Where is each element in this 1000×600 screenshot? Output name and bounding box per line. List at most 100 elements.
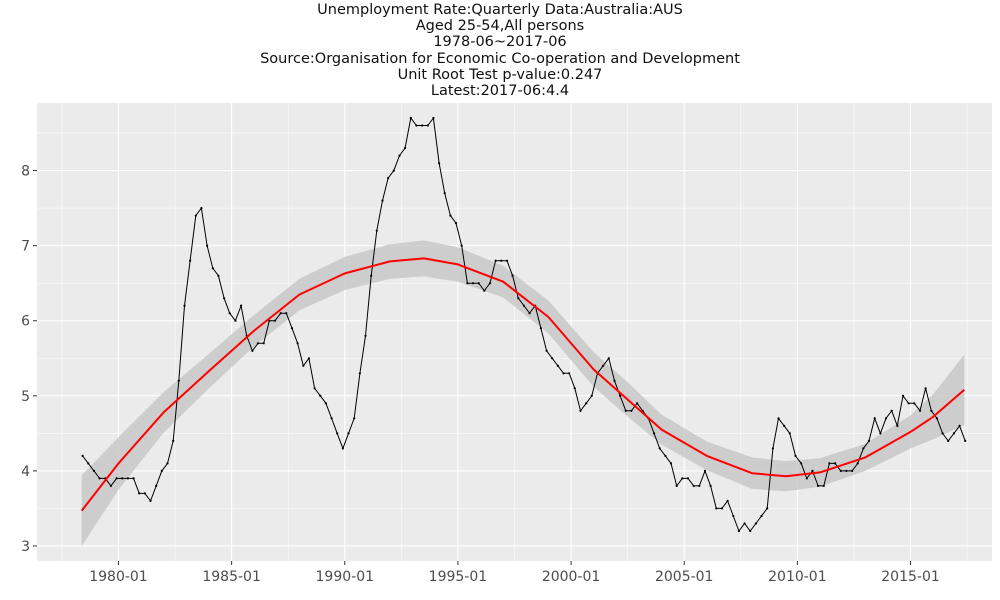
series-point: [913, 402, 916, 405]
x-tick-label: 1985-01: [202, 569, 261, 585]
series-point: [217, 274, 220, 277]
series-point: [579, 409, 582, 412]
series-point: [206, 244, 209, 247]
x-tick-label: 2000-01: [542, 569, 601, 585]
series-point: [856, 462, 859, 465]
series-point: [172, 439, 175, 442]
series-point: [896, 424, 899, 427]
series-point: [505, 259, 509, 262]
series-point: [98, 477, 101, 480]
series-point: [200, 207, 203, 210]
chart-subtitle-age-group: Aged 25-54,All persons: [415, 18, 585, 35]
series-point: [522, 304, 526, 307]
series-point: [443, 192, 446, 195]
series-point: [766, 507, 769, 510]
series-point: [421, 124, 424, 127]
series-point: [449, 214, 452, 217]
series-point: [313, 387, 316, 390]
series-point: [302, 364, 305, 367]
series-point: [890, 409, 893, 412]
series-point: [160, 469, 163, 472]
series-point: [958, 424, 961, 427]
series-point: [177, 379, 180, 382]
series-point: [330, 417, 333, 420]
x-tick-label: 1980-01: [89, 569, 148, 585]
trend-line: [80, 257, 965, 512]
series-point: [811, 469, 814, 472]
series-point: [794, 454, 797, 457]
series-point: [675, 484, 678, 487]
series-point: [511, 274, 514, 277]
x-axis: 1980-01 1985-01 1990-01 1995-01 2000-01 2005-…: [89, 561, 940, 585]
series-point: [817, 484, 820, 487]
series-point: [879, 432, 882, 435]
series-point: [556, 364, 560, 367]
series-point: [319, 394, 322, 397]
series-point: [273, 319, 277, 322]
series-point: [619, 394, 622, 397]
series-point: [686, 477, 690, 480]
series-point: [545, 349, 548, 352]
chart-subtitle-latest: Latest:2017-06:4.4: [430, 83, 570, 100]
series-point: [324, 402, 327, 405]
y-tick-label: 6: [21, 314, 30, 330]
series-point: [364, 334, 367, 337]
series-point: [460, 244, 463, 247]
series-point: [624, 409, 627, 412]
series-point: [941, 432, 944, 435]
series-point: [155, 484, 158, 487]
series-point: [834, 462, 837, 465]
series-point: [607, 357, 610, 360]
series-point: [935, 417, 939, 420]
series-point: [138, 492, 141, 495]
series-point: [126, 477, 129, 480]
series-point: [669, 462, 673, 465]
series-point: [251, 349, 254, 352]
series-point: [109, 484, 112, 487]
series-point: [851, 469, 854, 472]
series-point: [568, 372, 571, 375]
series-point: [783, 424, 786, 427]
series-point: [737, 529, 741, 533]
series-point: [777, 417, 780, 420]
series-point: [805, 477, 808, 480]
series-point: [664, 454, 667, 457]
series-point: [438, 162, 441, 165]
chart-subtitle-source: Source:Organisation for Economic Co-oper…: [260, 50, 740, 67]
series-point: [952, 432, 956, 435]
series-point: [873, 417, 876, 420]
series-point: [432, 116, 435, 120]
series-point: [149, 499, 152, 502]
series-point: [404, 146, 407, 150]
series-point: [115, 477, 118, 480]
chart-subtitle-unit-root-test: Unit Root Test p-value:0.247: [397, 66, 603, 83]
series-point: [279, 312, 282, 315]
series-point: [336, 432, 339, 435]
y-tick-label: 5: [21, 389, 30, 405]
series-point: [703, 469, 707, 472]
series-point: [828, 462, 831, 465]
series-point: [754, 522, 758, 525]
series-point: [387, 177, 390, 180]
series-point: [884, 417, 888, 420]
series-point: [918, 409, 922, 412]
series-point: [121, 477, 124, 480]
y-tick-label: 7: [21, 239, 30, 255]
y-tick-label: 3: [21, 539, 30, 555]
series-point: [87, 462, 90, 465]
series-point: [392, 169, 395, 172]
series-point: [132, 477, 135, 480]
series-point: [189, 259, 192, 262]
series-point: [415, 124, 418, 127]
series-point: [822, 484, 825, 487]
series-point: [494, 259, 497, 262]
series-point: [426, 124, 429, 127]
series-point: [488, 282, 492, 285]
series-point: [845, 469, 848, 472]
series-point: [613, 379, 616, 382]
series-point: [81, 454, 84, 457]
series-point: [573, 387, 576, 390]
series-point: [285, 312, 288, 315]
x-tick-label: 2010-01: [768, 569, 827, 585]
